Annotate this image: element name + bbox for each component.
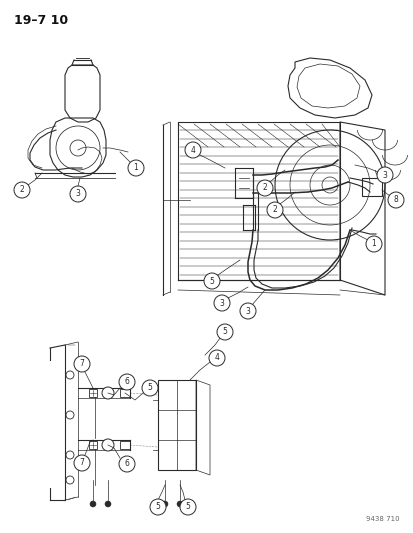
Circle shape <box>74 356 90 372</box>
Circle shape <box>177 501 183 507</box>
Text: 5: 5 <box>222 327 227 336</box>
Text: 4: 4 <box>214 353 219 362</box>
Text: 2: 2 <box>19 185 24 195</box>
Circle shape <box>204 273 219 289</box>
Circle shape <box>365 236 381 252</box>
Circle shape <box>90 501 96 507</box>
Circle shape <box>70 186 86 202</box>
Text: 8: 8 <box>393 196 397 205</box>
Text: 6: 6 <box>124 377 129 386</box>
Text: 7: 7 <box>79 458 84 467</box>
Circle shape <box>209 350 224 366</box>
Circle shape <box>102 439 114 451</box>
Text: 4: 4 <box>190 146 195 155</box>
Text: 19–7 10: 19–7 10 <box>14 14 68 27</box>
Circle shape <box>102 387 114 399</box>
Text: 3: 3 <box>219 298 224 308</box>
Text: 5: 5 <box>147 384 152 392</box>
Circle shape <box>376 167 392 183</box>
Text: 3: 3 <box>382 171 387 180</box>
Text: 2: 2 <box>272 206 277 214</box>
Circle shape <box>214 295 230 311</box>
Circle shape <box>105 501 111 507</box>
Text: 5: 5 <box>209 277 214 286</box>
Circle shape <box>240 303 255 319</box>
Circle shape <box>142 380 158 396</box>
Circle shape <box>266 202 282 218</box>
Circle shape <box>387 192 403 208</box>
Circle shape <box>119 374 135 390</box>
Text: 7: 7 <box>79 359 84 368</box>
Text: 5: 5 <box>155 503 160 512</box>
Text: 3: 3 <box>245 306 250 316</box>
Text: 1: 1 <box>133 164 138 173</box>
Circle shape <box>161 501 168 507</box>
Circle shape <box>185 142 201 158</box>
Circle shape <box>119 456 135 472</box>
Circle shape <box>216 324 233 340</box>
FancyBboxPatch shape <box>89 389 97 397</box>
Text: 3: 3 <box>76 190 80 198</box>
Circle shape <box>74 455 90 471</box>
Text: 9438 710: 9438 710 <box>366 516 399 522</box>
Circle shape <box>128 160 144 176</box>
Circle shape <box>14 182 30 198</box>
Circle shape <box>180 499 195 515</box>
Text: 1: 1 <box>371 239 375 248</box>
Text: 2: 2 <box>262 183 267 192</box>
Circle shape <box>150 499 166 515</box>
Text: 5: 5 <box>185 503 190 512</box>
Text: 6: 6 <box>124 459 129 469</box>
FancyBboxPatch shape <box>89 441 97 449</box>
Circle shape <box>256 180 272 196</box>
